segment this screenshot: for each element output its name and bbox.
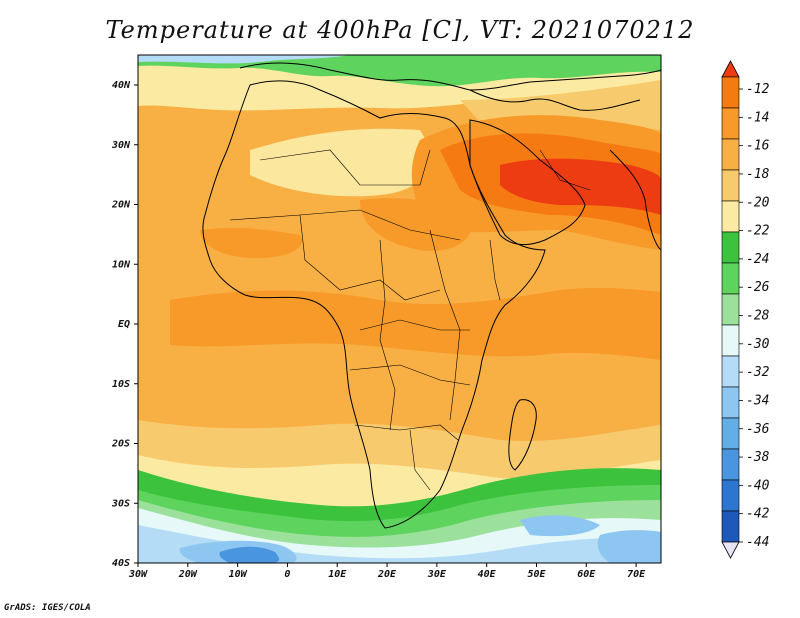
lon-tick-label: 30E xyxy=(427,569,447,580)
colorbar-swatch xyxy=(721,324,740,357)
border-sahel xyxy=(229,209,461,241)
field-sahel-warm xyxy=(200,227,302,259)
madagascar-coastline xyxy=(508,399,537,471)
colorbar-label: -22 xyxy=(746,224,770,239)
colorbar-swatch xyxy=(721,262,740,295)
border-arabia xyxy=(539,149,591,191)
lon-tick-label: 10E xyxy=(328,569,347,580)
lat-tick-label: 40S xyxy=(112,558,130,569)
lon-tick-label: 50E xyxy=(527,569,546,580)
border-central xyxy=(299,214,441,301)
colorbar-label: -40 xyxy=(746,478,770,493)
field-sahara-pale xyxy=(250,128,430,197)
lon-tick-label: 40E xyxy=(478,569,497,580)
border-vertical2 xyxy=(429,229,461,421)
lon-tick-label: 60E xyxy=(577,569,596,580)
colorbar-label: -12 xyxy=(746,82,770,97)
coastlines xyxy=(202,62,661,529)
lon-tick-label: 20W xyxy=(178,569,198,580)
colorbar-swatch xyxy=(721,479,740,512)
map-title: Temperature at 400hPa [C], VT: 202107021… xyxy=(105,16,695,44)
colorbar-swatch xyxy=(721,417,740,450)
colorbar-label: -32 xyxy=(746,365,770,380)
lon-tick-label: 30W xyxy=(128,569,148,580)
colorbar-swatch xyxy=(721,76,740,109)
lat-tick-label: 40N xyxy=(112,80,131,91)
border-horn xyxy=(489,239,501,301)
colorbar-bottom-arrow xyxy=(721,541,740,559)
lat-tick-label: 30N xyxy=(111,140,131,151)
colorbar-top-arrow xyxy=(721,60,740,78)
colorbar-label: -38 xyxy=(746,450,770,465)
border-north xyxy=(259,149,431,186)
colorbar-label: -24 xyxy=(746,252,769,267)
lat-tick-label: 20N xyxy=(111,200,131,211)
colorbar-label: -30 xyxy=(746,337,770,352)
lon-tick-label: 20E xyxy=(377,569,397,580)
colorbar-swatch xyxy=(721,448,740,481)
colorbar-swatch xyxy=(721,293,740,326)
colorbar-label: -16 xyxy=(746,139,770,154)
africa-coastline xyxy=(202,80,546,529)
lat-tick-label: 30S xyxy=(111,498,130,509)
field-se-blue2 xyxy=(520,515,600,537)
border-south-vert xyxy=(409,429,431,491)
border-southern xyxy=(354,424,459,441)
colorbar-label: -14 xyxy=(746,110,769,125)
colorbar-swatch xyxy=(721,169,740,202)
map-fill-field xyxy=(138,55,661,563)
lon-tick-label: 0 xyxy=(284,569,290,580)
country-borders xyxy=(229,149,591,491)
border-equatorial xyxy=(359,319,470,331)
mediterranean-coastline xyxy=(239,62,661,91)
field-se-blue xyxy=(597,530,661,563)
credit-label: GrADS: IGES/COLA xyxy=(4,603,91,613)
colorbar-swatch xyxy=(721,355,740,388)
colorbar-label: -36 xyxy=(746,422,770,437)
colorbar-label: -20 xyxy=(746,195,770,210)
field-south-deepblue xyxy=(219,546,280,563)
lat-tick-label: 10S xyxy=(112,379,130,390)
colorbar-label: -28 xyxy=(746,309,770,324)
colorbar-swatch xyxy=(721,200,740,233)
lat-tick-label: EQ xyxy=(118,319,130,330)
lat-tick-label: 10N xyxy=(112,259,131,270)
colorbar-label: -42 xyxy=(746,507,770,522)
lat-tick-label: 20S xyxy=(111,439,130,450)
border-vertical1 xyxy=(379,239,396,431)
colorbar-swatch xyxy=(721,510,740,543)
colorbar-swatch xyxy=(721,386,740,419)
colorbar-swatch xyxy=(721,231,740,264)
field-north-blue xyxy=(138,55,350,64)
lon-tick-label: 70E xyxy=(627,569,646,580)
latitude-axis: 40N 30N 20N 10N EQ 10S 20S 30S 40S xyxy=(111,80,138,569)
colorbar-swatch xyxy=(721,138,740,171)
india-coastline xyxy=(609,149,661,251)
border-south-central xyxy=(349,364,471,386)
colorbar-label: -44 xyxy=(746,535,769,550)
colorbar-label: -18 xyxy=(746,167,770,182)
colorbar-swatch xyxy=(721,107,740,140)
field-sudan-warm xyxy=(360,198,472,251)
lon-tick-label: 10W xyxy=(229,569,248,580)
colorbar-label: -34 xyxy=(746,393,769,408)
colorbar: -12 -14 -16 -18 -20 -22 -24 -26 -28 -30 -32 -34 -36 -… xyxy=(721,60,770,559)
arabia-coastline xyxy=(469,119,586,246)
longitude-axis: 30W 20W 10W 0 10E 20E 30E 40E 50E 60E 70E xyxy=(128,563,646,580)
colorbar-label: -26 xyxy=(746,280,770,295)
asia-coastline xyxy=(469,89,641,111)
map-frame xyxy=(137,54,662,564)
